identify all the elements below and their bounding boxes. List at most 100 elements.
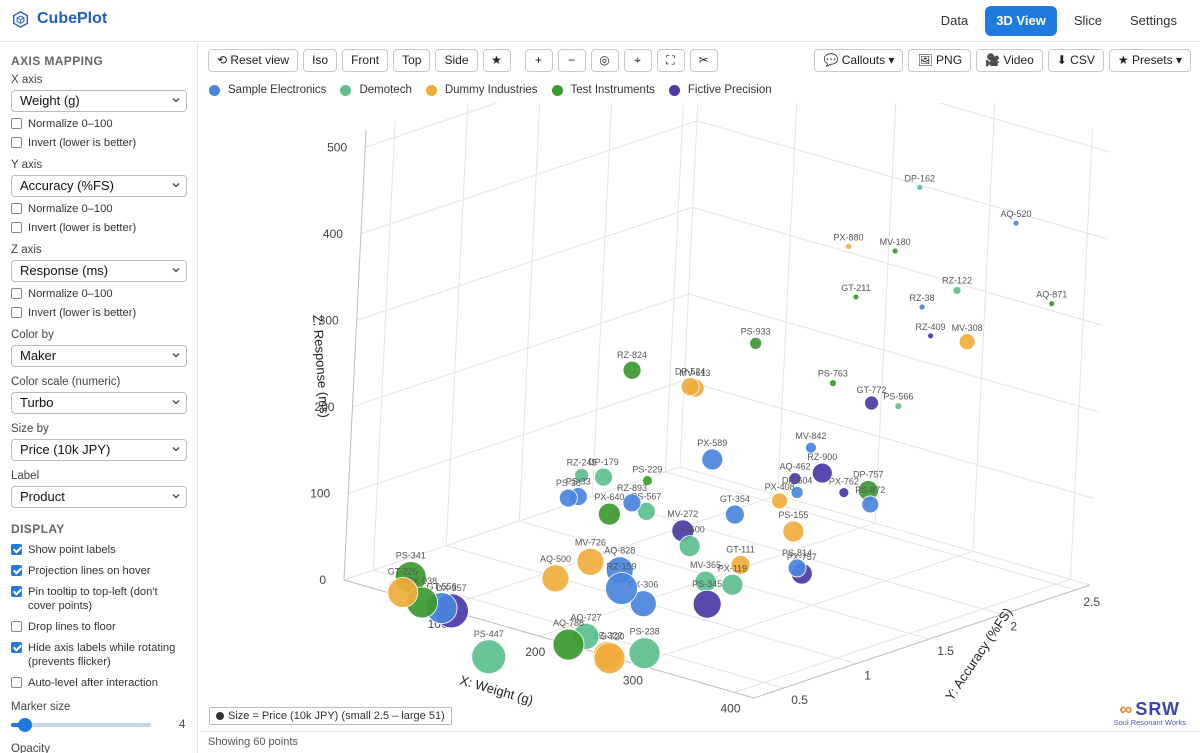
legend-item[interactable]: Fictive Precision	[668, 84, 772, 96]
point-label: MV-180	[880, 237, 911, 247]
checkbox-box[interactable]	[11, 203, 22, 214]
side-view-button[interactable]: Side	[435, 49, 478, 72]
display-option-0[interactable]: Show point labels	[11, 543, 186, 557]
grid-line	[441, 494, 778, 609]
checkbox-box[interactable]	[11, 222, 22, 233]
color-scale-label: Color scale (numeric)	[11, 376, 121, 388]
grid-line	[679, 466, 1091, 586]
reset-view-button[interactable]: ⟲ Reset view	[208, 49, 299, 72]
checkbox-box[interactable]	[11, 118, 22, 129]
z-axis-select[interactable]: Response (ms)	[11, 260, 187, 282]
y-tick-label: 2.5	[1083, 595, 1100, 609]
x-tick-label: 200	[525, 645, 545, 659]
checkbox-box[interactable]	[11, 565, 22, 576]
point-label: GT-354	[720, 494, 750, 504]
checkbox-box[interactable]	[11, 586, 22, 597]
target-icon[interactable]: ◎	[590, 49, 619, 72]
presets-button[interactable]: ★ Presets ▾	[1108, 49, 1191, 72]
tab-settings[interactable]: Settings	[1130, 13, 1177, 28]
label-by-select[interactable]: Product	[11, 486, 187, 508]
png-export-button[interactable]: 🖼 PNG	[908, 49, 972, 72]
chevron-down-icon	[172, 494, 180, 499]
legend-label: Sample Electronics	[228, 84, 327, 96]
y-axis-select[interactable]: Accuracy (%FS)	[11, 175, 187, 197]
checkbox-box[interactable]	[11, 677, 22, 688]
checkbox-box[interactable]	[11, 137, 22, 148]
y-axis-label: Y axis	[11, 159, 43, 171]
csv-export-button[interactable]: ⬇ CSV	[1047, 49, 1104, 72]
legend-dot	[340, 84, 352, 96]
display-option-2[interactable]: Pin tooltip to top-left (don't cover poi…	[11, 585, 186, 613]
legend-dot	[425, 84, 437, 96]
grid-line	[679, 103, 699, 468]
x-normalize-checkbox[interactable]: Normalize 0–100	[11, 117, 186, 131]
brand[interactable]: CubePlot	[12, 10, 107, 28]
color-by-select[interactable]: Maker	[11, 345, 187, 367]
data-point	[805, 441, 817, 454]
center-icon[interactable]: ⌖	[623, 49, 652, 72]
y-normalize-checkbox[interactable]: Normalize 0–100	[11, 202, 186, 216]
point-label: MV-842	[795, 431, 826, 441]
z-invert-checkbox[interactable]: Invert (lower is better)	[11, 306, 186, 320]
callouts-button[interactable]: 💬 Callouts ▾	[814, 49, 904, 72]
x-invert-checkbox[interactable]: Invert (lower is better)	[11, 136, 186, 150]
data-point	[845, 243, 852, 250]
front-view-button[interactable]: Front	[342, 49, 389, 72]
video-export-button[interactable]: 🎥 Video	[976, 49, 1043, 72]
legend-item[interactable]: Dummy Industries	[425, 84, 538, 96]
point-label: AQ-520	[1001, 209, 1032, 219]
legend-item[interactable]: Test Instruments	[551, 84, 655, 96]
watermark-sub: Soul Resonant Works	[1113, 718, 1186, 727]
data-point	[788, 472, 802, 485]
display-option-5[interactable]: Auto-level after interaction	[11, 676, 186, 690]
display-option-1[interactable]: Projection lines on hover	[11, 564, 186, 578]
point-label: DP-757	[853, 470, 884, 480]
top-view-button[interactable]: Top	[393, 49, 431, 72]
scissors-icon[interactable]: ✂	[689, 49, 718, 72]
checkbox-box[interactable]	[11, 307, 22, 318]
grid-line	[874, 103, 897, 524]
point-label: DP-179	[588, 457, 619, 467]
marker-size-slider[interactable]	[11, 718, 151, 732]
data-point	[916, 183, 924, 191]
legend-item[interactable]: Demotech	[340, 84, 412, 96]
tab-3d-view[interactable]: 3D View	[985, 6, 1057, 36]
display-option-3[interactable]: Drop lines to floor	[11, 620, 186, 634]
tab-slice[interactable]: Slice	[1073, 13, 1103, 28]
data-point	[701, 448, 724, 471]
size-by-select[interactable]: Price (10k JPY)	[11, 439, 187, 461]
point-label: RZ-893	[617, 483, 647, 493]
tab-data[interactable]: Data	[940, 13, 969, 28]
zoom-out-button[interactable]: −	[557, 49, 586, 72]
chevron-down-icon	[172, 400, 180, 405]
grid-line	[343, 466, 681, 581]
y-invert-checkbox[interactable]: Invert (lower is better)	[11, 221, 186, 235]
point-label: PX-762	[829, 477, 859, 487]
checkbox-box[interactable]	[11, 642, 22, 653]
fit-icon[interactable]: ⛶	[656, 49, 685, 72]
checkbox-box[interactable]	[11, 288, 22, 299]
point-label: PS-566	[883, 392, 913, 402]
z-normalize-checkbox[interactable]: Normalize 0–100	[11, 287, 186, 301]
zoom-in-button[interactable]: +	[524, 49, 553, 72]
grid-line	[592, 495, 1003, 615]
legend-item[interactable]: Sample Electronics	[209, 84, 326, 96]
scatter-3d-plot[interactable]: 1002003004000.511.522.50100200300400500X…	[199, 103, 1200, 723]
display-option-4[interactable]: Hide axis labels while rotating (prevent…	[11, 641, 186, 669]
grid-line	[665, 471, 1076, 591]
label-by-label: Label	[11, 470, 40, 482]
color-scale-select[interactable]: Turbo	[11, 392, 187, 414]
data-point	[724, 504, 745, 525]
favorite-view-button[interactable]: ★	[482, 49, 511, 72]
iso-view-button[interactable]: Iso	[303, 49, 338, 72]
point-label: AQ-788	[553, 618, 584, 628]
data-point	[1048, 300, 1056, 308]
checkbox-label: Normalize 0–100	[28, 203, 113, 215]
checkbox-box[interactable]	[11, 621, 22, 632]
grid-line	[1069, 129, 1093, 580]
checkbox-box[interactable]	[11, 544, 22, 555]
slider-thumb[interactable]	[18, 718, 32, 732]
main-nav: Data 3D View Slice Settings	[930, 6, 1188, 36]
x-axis-select[interactable]: Weight (g)	[11, 90, 187, 112]
z-axis-title: Z: Response (ms)	[310, 314, 332, 418]
